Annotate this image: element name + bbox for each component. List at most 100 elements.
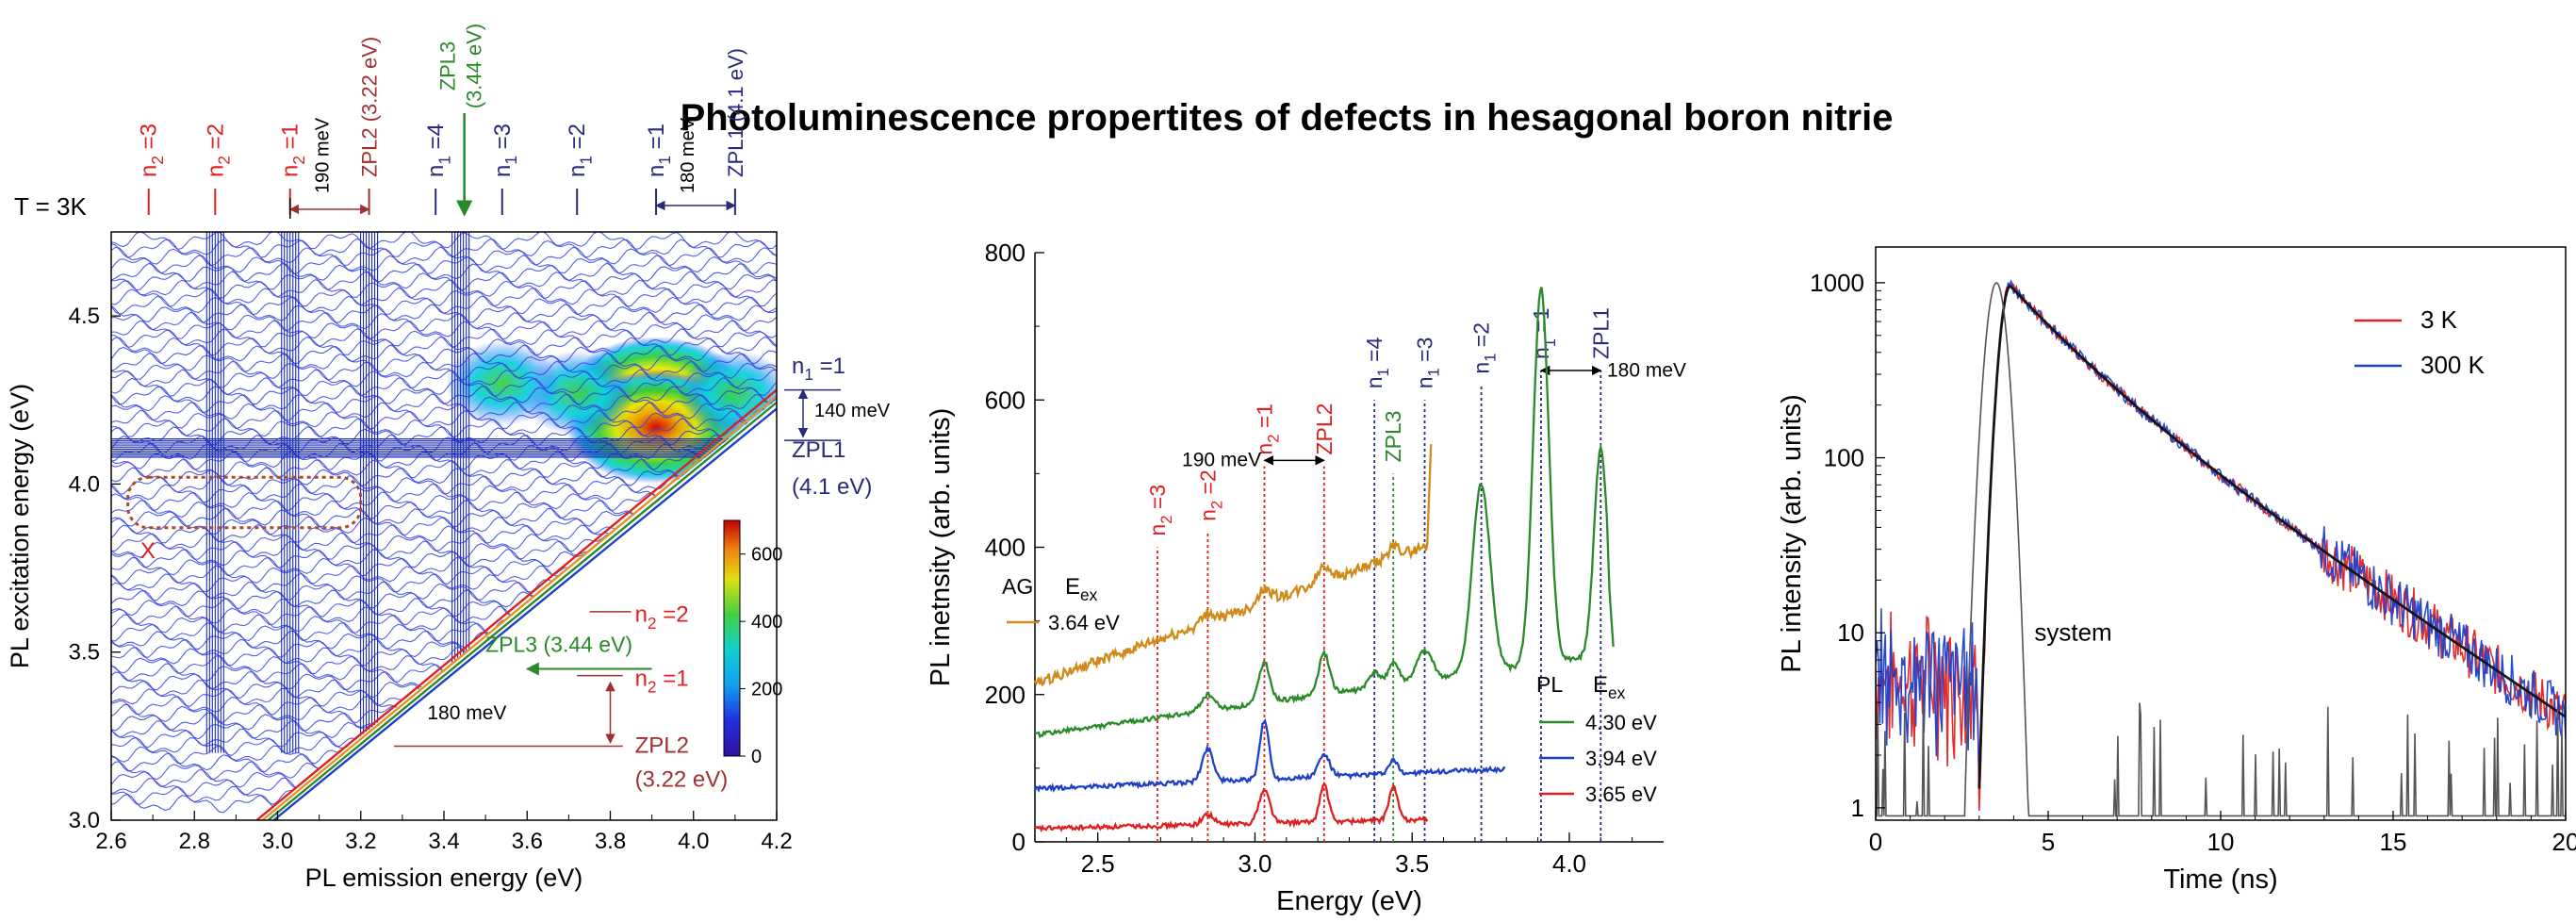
x-axis-label: Time (ns) bbox=[2163, 864, 2277, 895]
x-tick-label: 3.5 bbox=[1395, 849, 1429, 878]
map-contour bbox=[111, 246, 777, 267]
y-tick-label: 0 bbox=[1012, 828, 1025, 856]
spectrum-line bbox=[1034, 287, 1615, 739]
x-tick-label: 0 bbox=[1869, 828, 1882, 856]
map-contour bbox=[111, 360, 777, 381]
spectra-marker-label: n2 =2 bbox=[1195, 469, 1225, 521]
right-zpl1-energy: (4.1 eV) bbox=[792, 474, 872, 500]
pl-decay-panel: 0 5 10 15 20 1 10 100 1000 Time (ns) PL intensity … bbox=[1777, 246, 2576, 895]
top-marker-label: n2 =2 bbox=[203, 123, 233, 177]
map-contour bbox=[111, 369, 777, 389]
y-tick-label: 3.0 bbox=[69, 808, 100, 833]
right-zpl1-label: ZPL1 bbox=[792, 437, 845, 463]
gap-label-180: 180 meV bbox=[678, 117, 698, 193]
map-diagonal-line bbox=[261, 394, 777, 820]
top-marker-label: n2 =3 bbox=[137, 123, 167, 177]
x-tick-label: 5 bbox=[2042, 828, 2055, 856]
top-marker-label: n2 =1 bbox=[278, 123, 308, 177]
map-contour bbox=[111, 426, 777, 446]
y-tick-label: 4.5 bbox=[69, 304, 100, 329]
y-tick-label: 10 bbox=[1837, 618, 1864, 647]
spectrum-line bbox=[1034, 782, 1429, 833]
x-tick-label: 4.0 bbox=[678, 829, 709, 854]
decay-legend-entry: 3 K bbox=[2420, 305, 2458, 334]
spectra-marker-label: ZPL2 bbox=[1312, 403, 1337, 455]
top-marker-label: n1 =1 bbox=[644, 123, 674, 177]
map-contour bbox=[111, 353, 777, 372]
y-tick-label: 400 bbox=[985, 534, 1025, 562]
x-tick-label: 10 bbox=[2207, 828, 2235, 856]
map-contour bbox=[111, 409, 777, 430]
y-tick-label: 1 bbox=[1851, 794, 1864, 822]
decay-frame bbox=[1875, 246, 2567, 821]
colorbar-tick-label: 200 bbox=[751, 680, 782, 700]
x-tick-label: 3.2 bbox=[345, 829, 376, 854]
gap-label-190: 190 meV bbox=[313, 117, 334, 193]
y-axis-label: PL excitation energy (eV) bbox=[6, 384, 34, 668]
x-tick-label: 3.4 bbox=[428, 829, 459, 854]
decay-plot-area bbox=[1876, 279, 2566, 817]
pl-map-panel: 2.6 2.8 3.0 3.2 3.4 3.6 3.8 4.0 4.2 3.0 3.5 4.0 4.5 P… bbox=[6, 24, 891, 892]
right-n22-label: n2 =2 bbox=[635, 602, 689, 633]
map-contour bbox=[111, 238, 777, 258]
x-region-label: X bbox=[140, 538, 156, 564]
legend-pl-entry: 4.30 eV bbox=[1585, 711, 1657, 734]
top-marker-label: ZPL3 bbox=[436, 41, 460, 91]
colorbar-tick-label: 0 bbox=[751, 747, 762, 767]
map-contour bbox=[111, 467, 777, 486]
colorbar bbox=[723, 519, 741, 757]
map-contour bbox=[111, 459, 777, 479]
right-n1-label: n1 =1 bbox=[792, 354, 845, 384]
legend-ag-entry: 3.64 eV bbox=[1048, 611, 1120, 634]
gap-label-190: 190 meV bbox=[1182, 450, 1261, 471]
y-axis-label: PL inetnsity (arb. units) bbox=[926, 408, 956, 687]
spectra-marker-label: n1 =1 bbox=[1529, 307, 1559, 359]
pl-spectra-panel: 2.5 3.0 3.5 4.0 0 200 400 600 800 Energy (eV) PL i… bbox=[926, 239, 1686, 916]
system-label: system bbox=[2034, 618, 2111, 647]
map-contour bbox=[111, 295, 777, 316]
right-zpl2-label: ZPL2 bbox=[635, 733, 689, 759]
map-contour bbox=[111, 337, 777, 356]
x-tick-label: 2.5 bbox=[1081, 849, 1115, 878]
map-hot-spot bbox=[445, 340, 559, 426]
map-contour bbox=[111, 279, 777, 299]
x-tick-label: 3.6 bbox=[512, 829, 543, 854]
y-tick-label: 200 bbox=[985, 681, 1025, 709]
y-tick-label: 800 bbox=[985, 239, 1025, 267]
x-tick-label: 4.2 bbox=[761, 829, 792, 854]
fit-line bbox=[1977, 284, 2566, 789]
x-tick-label: 20 bbox=[2552, 828, 2576, 856]
spectra-marker-label: ZPL3 bbox=[1381, 410, 1405, 462]
colorbar-tick-label: 600 bbox=[751, 545, 782, 566]
y-tick-label: 100 bbox=[1824, 444, 1864, 472]
map-contour bbox=[111, 311, 777, 332]
y-tick-label: 1000 bbox=[1810, 269, 1864, 297]
map-plot-area bbox=[111, 232, 777, 820]
map-contour bbox=[111, 271, 777, 291]
x-tick-label: 3.0 bbox=[1238, 849, 1272, 878]
map-contour bbox=[111, 451, 777, 470]
temperature-label: T = 3K bbox=[14, 192, 88, 221]
gap-label-180-side: 180 meV bbox=[427, 702, 506, 724]
gap-label-180: 180 meV bbox=[1607, 359, 1686, 381]
right-zpl3-label: ZPL3 (3.44 eV) bbox=[485, 633, 632, 657]
x-tick-label: 2.8 bbox=[179, 829, 210, 854]
map-contour bbox=[111, 328, 777, 348]
spectra-marker-label: n1 =3 bbox=[1413, 338, 1443, 389]
spectra-marker-label: n2 =1 bbox=[1252, 403, 1282, 455]
legend-pl-entry: 3.65 eV bbox=[1585, 782, 1657, 806]
x-tick-label: 4.0 bbox=[1552, 849, 1586, 878]
spectrum-line bbox=[1033, 444, 1433, 687]
top-marker-label: (3.44 eV) bbox=[463, 24, 486, 109]
top-marker-label: n1 =4 bbox=[423, 123, 453, 177]
x-tick-label: 15 bbox=[2380, 828, 2407, 856]
y-axis-label: PL intensity (arb. units) bbox=[1777, 394, 1807, 673]
legend-ag-header: AG bbox=[1002, 574, 1033, 599]
spectra-marker-label: n2 =3 bbox=[1145, 485, 1175, 536]
colorbar-tick-label: 400 bbox=[751, 612, 782, 633]
top-marker-label: ZPL1 (4.1 eV) bbox=[724, 48, 747, 177]
map-diagonal-line bbox=[272, 406, 777, 820]
map-contour bbox=[111, 255, 777, 275]
figure-title: Photoluminescence propertites of defects… bbox=[681, 97, 1894, 139]
x-axis-label: Energy (eV) bbox=[1276, 886, 1422, 916]
